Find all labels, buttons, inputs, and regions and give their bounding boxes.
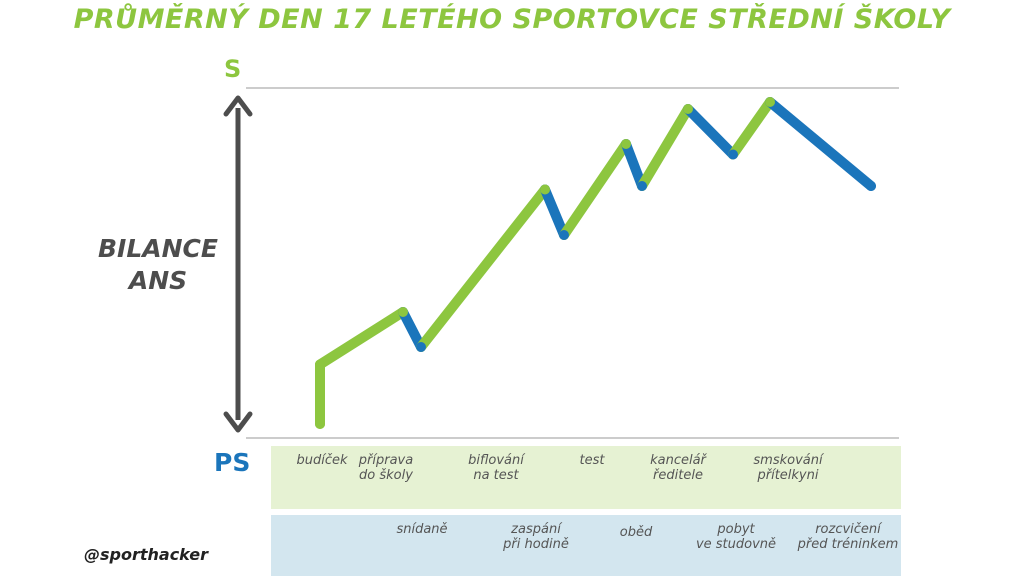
series-segment-rise: [416, 184, 550, 352]
series-segment-fall: [683, 104, 738, 160]
event-label-top: budíček: [296, 453, 348, 468]
series-segment-fall: [398, 307, 426, 352]
y-axis-bottom-label: PS: [214, 448, 251, 477]
y-axis-title: BILANCE ANS: [98, 234, 218, 295]
event-label-top: příprava do školy: [358, 453, 414, 483]
event-label-bottom: pobyt ve studovně: [695, 522, 777, 552]
series-segment-fall: [621, 139, 647, 191]
credit-handle: @sporthacker: [84, 545, 208, 564]
data-point: [559, 230, 569, 240]
chart-title: PRŮMĚRNÝ DEN 17 LETÉHO SPORTOVCE STŘEDNÍ…: [73, 4, 951, 35]
event-label-bottom: snídaně: [396, 522, 448, 537]
event-label-bottom: zaspání při hodině: [503, 522, 569, 552]
y-axis-arrow-head-bottom: [223, 411, 253, 433]
data-point: [621, 139, 631, 149]
event-label-top: kancelář ředitele: [650, 453, 706, 483]
series-segment-rise: [559, 139, 631, 240]
event-label-bottom: rozcvičení před tréninkem: [797, 522, 899, 552]
y-axis-arrow-head-top: [223, 95, 253, 117]
data-point: [315, 419, 325, 429]
series-segment-rise: [728, 97, 775, 160]
events-band-bottom: [271, 515, 901, 576]
series-segment-fall: [540, 184, 569, 240]
series-segment-fall: [765, 97, 876, 191]
series-segment-rise: [315, 307, 408, 370]
data-point: [315, 359, 325, 370]
data-point: [683, 104, 693, 114]
event-label-bottom: oběd: [619, 525, 653, 540]
series-segment-rise: [637, 104, 693, 191]
data-point: [398, 307, 408, 317]
data-point: [416, 342, 426, 352]
data-point: [765, 97, 775, 107]
data-point: [728, 149, 738, 160]
events-band-top: [271, 446, 901, 509]
data-point: [866, 181, 876, 191]
data-point: [637, 181, 647, 191]
event-label-top: test: [579, 453, 605, 468]
event-label-top: smskování přítelkyni: [753, 453, 823, 483]
event-label-top: biflování na test: [468, 453, 524, 483]
y-axis-top-label: S: [224, 55, 242, 83]
data-point: [540, 184, 550, 195]
